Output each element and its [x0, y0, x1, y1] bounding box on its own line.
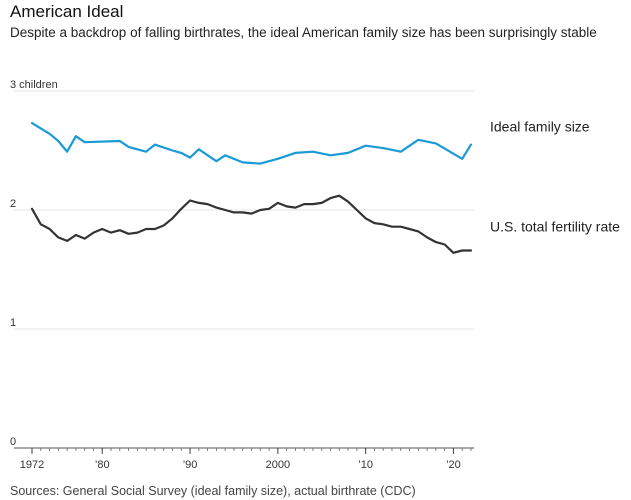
y-tick-label: 2: [10, 198, 16, 210]
source-note: Sources: General Social Survey (ideal fa…: [10, 484, 416, 498]
x-axis: [14, 447, 474, 454]
x-axis-tick-labels: 1972 ’80 ’90 2000 ’10 ’20: [20, 459, 461, 471]
chart-subtitle: Despite a backdrop of falling birthrates…: [10, 25, 597, 40]
series-label: Ideal family size: [490, 118, 590, 134]
gridlines: [14, 90, 474, 330]
chart-title: American Ideal: [10, 2, 124, 21]
y-axis-tick-labels: 3 children 2 1 0: [10, 79, 58, 448]
y-tick-label: 1: [10, 317, 16, 329]
x-tick-label: ’90: [183, 459, 198, 471]
series-line-ideal-family-size: [30, 121, 473, 165]
x-tick-label: ’80: [95, 459, 110, 471]
y-tick-label: 3 children: [10, 79, 58, 91]
x-tick-label: 2000: [266, 459, 290, 471]
x-tick-label: ’10: [358, 459, 373, 471]
y-tick-label: 0: [10, 436, 16, 448]
series-label: U.S. total fertility rate: [490, 218, 620, 234]
x-tick-label: ’20: [446, 459, 461, 471]
series-line-fertility-rate: [30, 194, 473, 254]
x-tick-label: 1972: [20, 459, 44, 471]
series-labels: Ideal family size U.S. total fertility ra…: [490, 118, 620, 234]
series-lines: [30, 121, 473, 254]
